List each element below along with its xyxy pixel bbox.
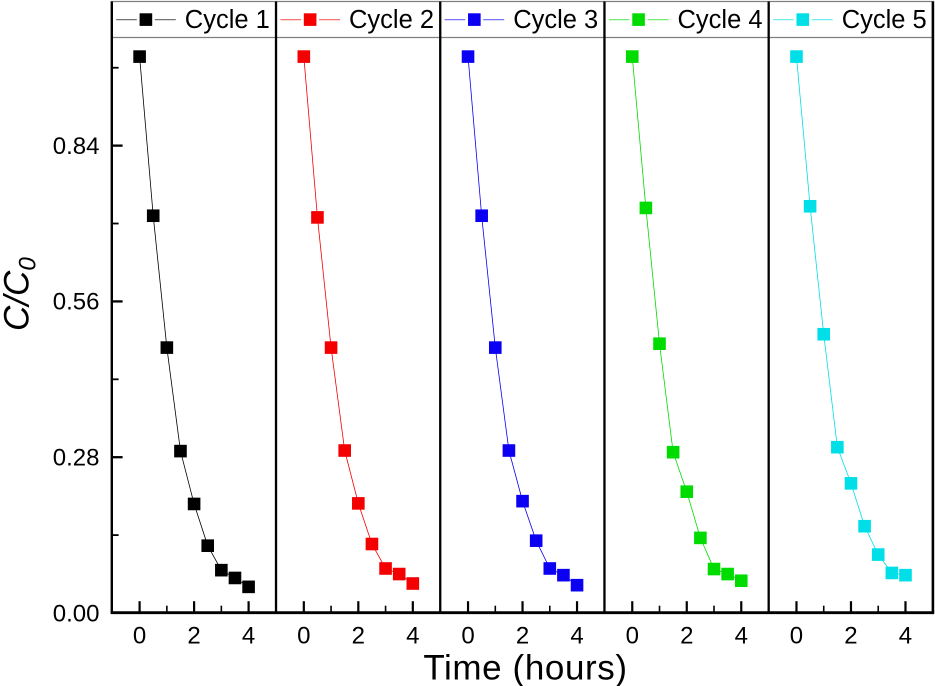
- svg-text:0: 0: [626, 623, 639, 650]
- svg-text:4: 4: [735, 623, 748, 650]
- svg-text:0.00: 0.00: [53, 600, 100, 627]
- svg-text:Cycle 3: Cycle 3: [513, 6, 598, 34]
- svg-text:2: 2: [680, 623, 693, 650]
- svg-text:2: 2: [187, 623, 200, 650]
- svg-text:2: 2: [352, 623, 365, 650]
- svg-text:0: 0: [297, 623, 310, 650]
- svg-text:0: 0: [133, 623, 146, 650]
- svg-text:0.84: 0.84: [53, 133, 100, 160]
- svg-text:0: 0: [461, 623, 474, 650]
- svg-text:2: 2: [516, 623, 529, 650]
- svg-text:Cycle 1: Cycle 1: [185, 6, 270, 34]
- svg-text:0: 0: [790, 623, 803, 650]
- svg-text:4: 4: [242, 623, 255, 650]
- svg-text:0.56: 0.56: [53, 289, 100, 316]
- svg-text:4: 4: [406, 623, 419, 650]
- svg-text:4: 4: [899, 623, 912, 650]
- svg-text:Cycle 2: Cycle 2: [349, 6, 434, 34]
- svg-text:Time (hours): Time (hours): [423, 649, 627, 686]
- svg-text:4: 4: [570, 623, 583, 650]
- svg-text:0.28: 0.28: [53, 445, 100, 472]
- svg-text:Cycle 5: Cycle 5: [842, 6, 927, 34]
- svg-text:2: 2: [844, 623, 857, 650]
- svg-text:Cycle 4: Cycle 4: [678, 6, 763, 34]
